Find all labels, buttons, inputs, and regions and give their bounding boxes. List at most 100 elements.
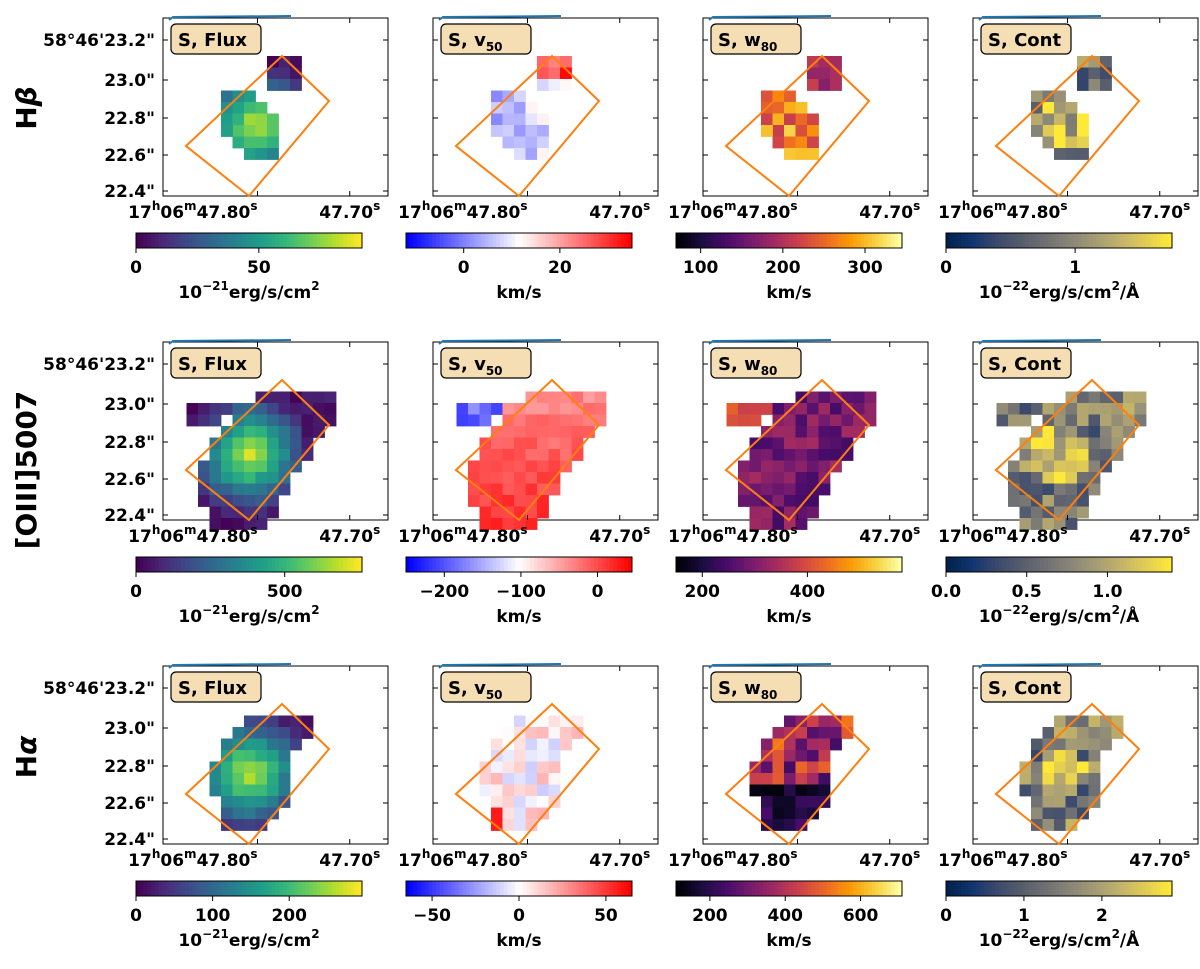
map-pixel <box>818 773 831 785</box>
colorbar-r0-c3: 0 110−22erg/s/cm2/Å <box>940 232 1173 303</box>
colorbar-step <box>222 233 227 248</box>
colorbar-step <box>946 557 951 572</box>
map-pixel <box>841 414 854 427</box>
colorbar-step <box>717 557 722 572</box>
colorbar-step <box>819 557 824 572</box>
map-pixel <box>795 113 808 126</box>
colorbar-step <box>998 881 1003 896</box>
colorbar-step <box>451 233 456 248</box>
map-pixel <box>1031 506 1043 519</box>
map-pixel <box>278 761 291 774</box>
colorbar-step <box>350 233 355 248</box>
colorbar-step <box>807 557 813 572</box>
map-pixel <box>548 727 561 739</box>
colorbar-step <box>350 557 355 572</box>
colorbar-step <box>428 881 433 896</box>
colorbar-step <box>1025 557 1030 572</box>
colorbar-step <box>154 557 160 572</box>
panel-label-box <box>170 23 262 55</box>
map-pixel <box>772 403 785 415</box>
colorbar-step <box>196 881 201 896</box>
map-pixel <box>807 113 819 126</box>
colorbar-step <box>676 233 681 248</box>
colorbar-step <box>184 233 190 248</box>
colorbar-step <box>804 233 809 248</box>
colorbar-step <box>841 557 846 572</box>
map-pixel <box>232 460 245 473</box>
panel-label-box <box>170 671 262 703</box>
map-pixel <box>1054 113 1066 126</box>
colorbar-step <box>339 557 344 572</box>
map-pixel <box>1134 403 1147 415</box>
colorbar-step <box>406 557 411 572</box>
map-pixel <box>594 391 607 404</box>
map-pixel <box>537 483 549 496</box>
colorbar-frame <box>675 556 903 573</box>
colorbar-step <box>957 881 962 896</box>
map-pixel <box>525 495 538 507</box>
colorbar-step <box>1002 881 1007 896</box>
map-pixel <box>749 472 762 484</box>
colorbar-step <box>590 233 595 248</box>
dec-tick-label: 22.4" <box>104 830 155 850</box>
map-pixel <box>795 807 808 820</box>
colorbar-step <box>1017 233 1022 248</box>
map-pixel <box>1042 819 1055 831</box>
map-pixel <box>1008 460 1020 473</box>
aperture-outline <box>724 54 871 198</box>
map-pixel <box>232 125 245 137</box>
map-pixel <box>267 506 279 519</box>
map-pixel <box>795 449 808 461</box>
map-pixel <box>1088 761 1101 774</box>
colorbar-unit: km/s <box>496 283 541 303</box>
colorbar-step <box>222 557 227 572</box>
map-pixel <box>795 750 808 762</box>
map-pixel <box>1077 796 1089 808</box>
colorbar-step <box>507 557 512 572</box>
colorbar-step <box>1047 557 1052 572</box>
colorbar-step <box>875 557 880 572</box>
map-pixel <box>772 136 785 149</box>
map-pixel <box>772 807 785 820</box>
colorbar-step <box>724 881 730 896</box>
map-pixel <box>818 56 831 68</box>
panel-label-box <box>980 347 1072 379</box>
colorbar-step <box>192 557 197 572</box>
map-pixel <box>738 414 750 427</box>
map-pixel <box>1088 460 1101 473</box>
colorbar-step <box>743 557 749 572</box>
colorbar-tick-label: −50 <box>413 906 451 926</box>
panel-label: S, v50 <box>448 678 503 702</box>
colorbar-step <box>286 557 291 572</box>
colorbar-step <box>188 557 193 572</box>
colorbar-step <box>721 557 726 572</box>
colorbar-step <box>354 233 359 248</box>
map-pixel <box>514 90 526 103</box>
colorbar-step <box>766 233 771 248</box>
colorbar-step <box>1134 881 1139 896</box>
map-pixel <box>267 738 279 751</box>
map-pixel <box>290 727 302 739</box>
colorbar-step <box>294 233 299 248</box>
colorbar-step <box>305 233 310 248</box>
colorbar-step <box>583 233 588 248</box>
map-pixel <box>244 506 256 519</box>
colorbar-step <box>613 557 618 572</box>
map-pixel <box>1031 784 1043 797</box>
map-pixel <box>267 750 279 762</box>
map-pixel <box>772 784 785 797</box>
colorbar-step <box>598 233 603 248</box>
colorbar-step <box>898 233 903 248</box>
colorbar-step <box>837 233 843 248</box>
map-pixel <box>221 437 233 450</box>
colorbar-step <box>1017 557 1022 572</box>
colorbar-step <box>313 881 318 896</box>
colorbar-step <box>549 881 554 896</box>
map-pixel <box>571 414 584 427</box>
colorbar-step <box>417 881 422 896</box>
map-pixel <box>1077 437 1089 450</box>
colorbar-step <box>1092 881 1098 896</box>
colorbar-step <box>279 557 284 572</box>
map-pixel <box>807 125 819 137</box>
